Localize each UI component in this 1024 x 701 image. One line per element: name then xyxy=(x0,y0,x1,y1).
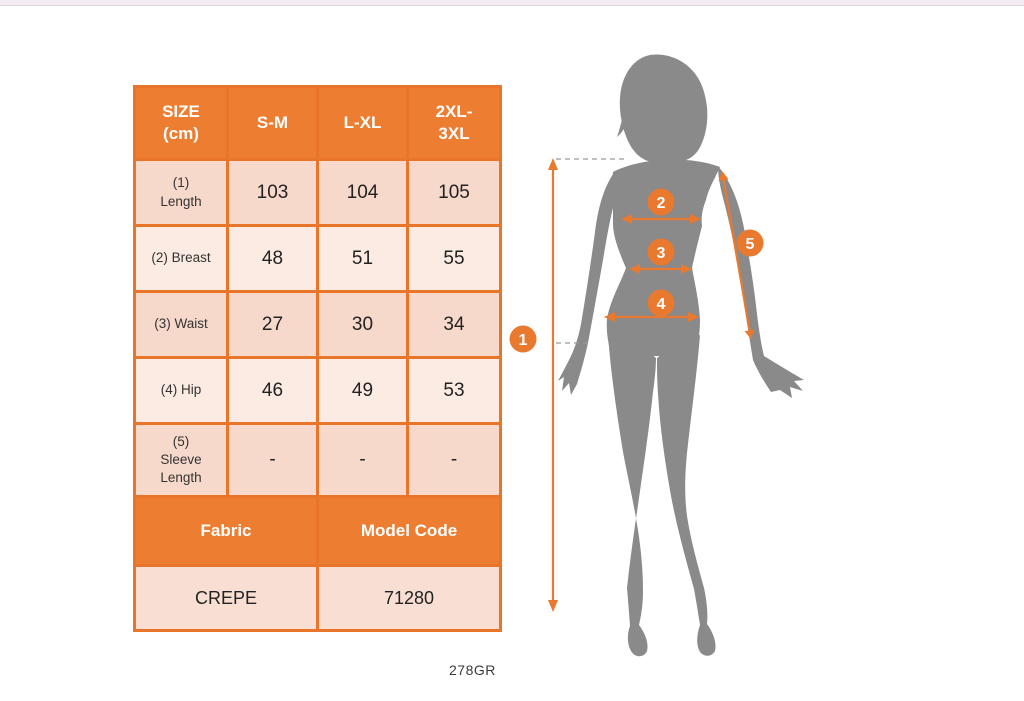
top-accent-strip xyxy=(0,0,1024,6)
row-sleeve-value-sm: - xyxy=(229,425,316,495)
row-breast-label: (2) Breast xyxy=(136,227,226,290)
row-breast-value-2xl3xl: 55 xyxy=(409,227,499,290)
row-waist-label: (3) Waist xyxy=(136,293,226,356)
row-hip-label: (4) Hip xyxy=(136,359,226,422)
row-waist-value-2xl3xl: 34 xyxy=(409,293,499,356)
row-sleeve-label: (5) Sleeve Length xyxy=(136,425,226,495)
badge-4-number: 4 xyxy=(657,296,666,313)
row-hip-value-2xl3xl: 53 xyxy=(409,359,499,422)
row-hip-value-lxl: 49 xyxy=(319,359,406,422)
badge-5-number: 5 xyxy=(746,236,755,253)
silhouette-right-arm xyxy=(718,166,804,398)
fabric-value: CREPE xyxy=(136,567,316,629)
badge-1-number: 1 xyxy=(519,332,528,349)
measure-arrow-waist xyxy=(629,264,692,274)
badge-5: 5 xyxy=(736,229,764,257)
measure-arrow-hip xyxy=(604,312,699,322)
size-table-header-l-xl: L-XL xyxy=(319,88,406,158)
row-length-value-2xl3xl: 105 xyxy=(409,161,499,224)
bottom-product-code: 278GR xyxy=(449,662,496,678)
silhouette-head xyxy=(619,54,708,163)
badge-1: 1 xyxy=(509,325,537,353)
size-table-header-s-m: S-M xyxy=(229,88,316,158)
row-waist-value-lxl: 30 xyxy=(319,293,406,356)
size-table-header-2xl-3xl: 2XL- 3XL xyxy=(409,88,499,158)
measure-arrow-length xyxy=(548,158,558,612)
row-length-label: (1) Length xyxy=(136,161,226,224)
fabric-header: Fabric xyxy=(136,498,316,564)
badge-3: 3 xyxy=(647,238,675,266)
row-sleeve-value-lxl: - xyxy=(319,425,406,495)
row-breast-value-sm: 48 xyxy=(229,227,316,290)
badge-4: 4 xyxy=(647,289,675,317)
row-waist-value-sm: 27 xyxy=(229,293,316,356)
silhouette-left-arm xyxy=(558,170,619,395)
size-table: SIZE (cm) S-M L-XL 2XL- 3XL (1) Length 1… xyxy=(133,85,502,632)
row-breast-value-lxl: 51 xyxy=(319,227,406,290)
row-sleeve-value-2xl3xl: - xyxy=(409,425,499,495)
badge-2-number: 2 xyxy=(657,195,666,212)
silhouette-right-leg xyxy=(657,335,716,656)
badge-2: 2 xyxy=(647,188,675,216)
model-code-header: Model Code xyxy=(319,498,499,564)
measure-badges: 1 2 3 4 5 xyxy=(509,188,764,353)
size-table-header-size-cm: SIZE (cm) xyxy=(136,88,226,158)
female-silhouette xyxy=(558,54,804,657)
dimension-arrows xyxy=(548,158,755,612)
measure-arrow-breast xyxy=(621,214,701,224)
model-code-value: 71280 xyxy=(319,567,499,629)
row-hip-value-sm: 46 xyxy=(229,359,316,422)
row-length-value-lxl: 104 xyxy=(319,161,406,224)
measure-arrow-sleeve xyxy=(718,171,755,339)
silhouette-hair-strand xyxy=(617,112,628,137)
silhouette-left-leg xyxy=(608,335,656,657)
dashed-guides xyxy=(556,158,628,344)
row-length-value-sm: 103 xyxy=(229,161,316,224)
badge-3-number: 3 xyxy=(657,245,666,262)
